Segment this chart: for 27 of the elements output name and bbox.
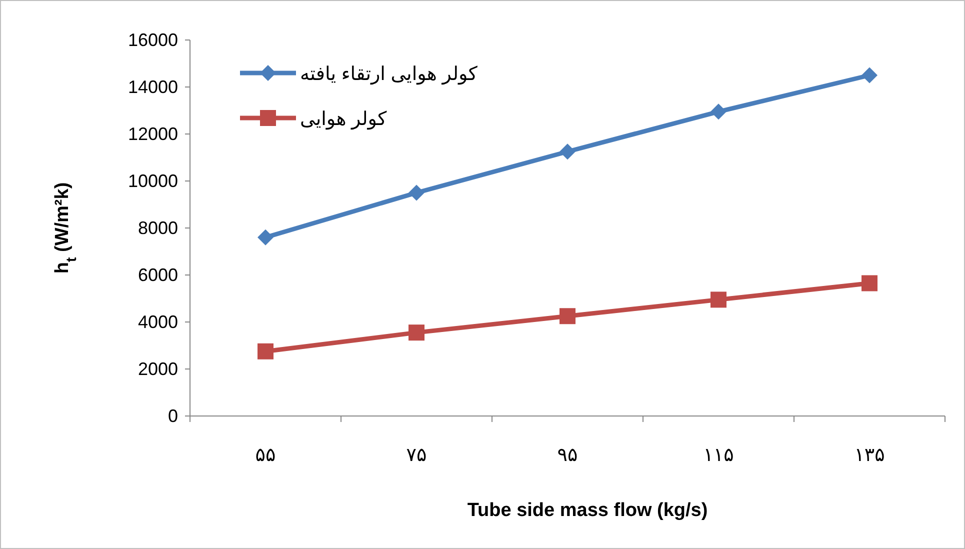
point [862, 67, 878, 84]
y-tick-label: 8000 [138, 218, 178, 238]
point [258, 229, 274, 246]
y-tick-label: 4000 [138, 312, 178, 332]
x-tick-label: ۵۵ [255, 445, 276, 466]
point [862, 275, 878, 292]
y-tick-label: 2000 [138, 359, 178, 379]
y-tick-label: 14000 [128, 77, 178, 97]
x-axis-title: Tube side mass flow (kg/s) [467, 500, 708, 521]
legend-label: کولر هوایی [300, 109, 388, 130]
y-tick-label: 0 [168, 406, 178, 426]
point [408, 184, 424, 201]
y-tick-label: 10000 [128, 171, 178, 191]
point [710, 292, 726, 308]
x-tick-label: ۱۱۵ [703, 445, 734, 466]
y-tick-label: 6000 [138, 265, 178, 285]
y-tick-label: 12000 [128, 124, 178, 144]
y-tick-label: 16000 [128, 30, 178, 50]
point [560, 308, 576, 324]
x-tick-label: ۹۵ [557, 445, 578, 466]
legend-label: کولر هوایی ارتقاء یافته [300, 64, 478, 85]
x-tick-label: ۷۵ [406, 445, 427, 466]
point [408, 324, 424, 341]
point [258, 343, 274, 360]
point [710, 104, 726, 120]
point [560, 144, 576, 160]
x-tick-label: ۱۳۵ [854, 445, 885, 466]
